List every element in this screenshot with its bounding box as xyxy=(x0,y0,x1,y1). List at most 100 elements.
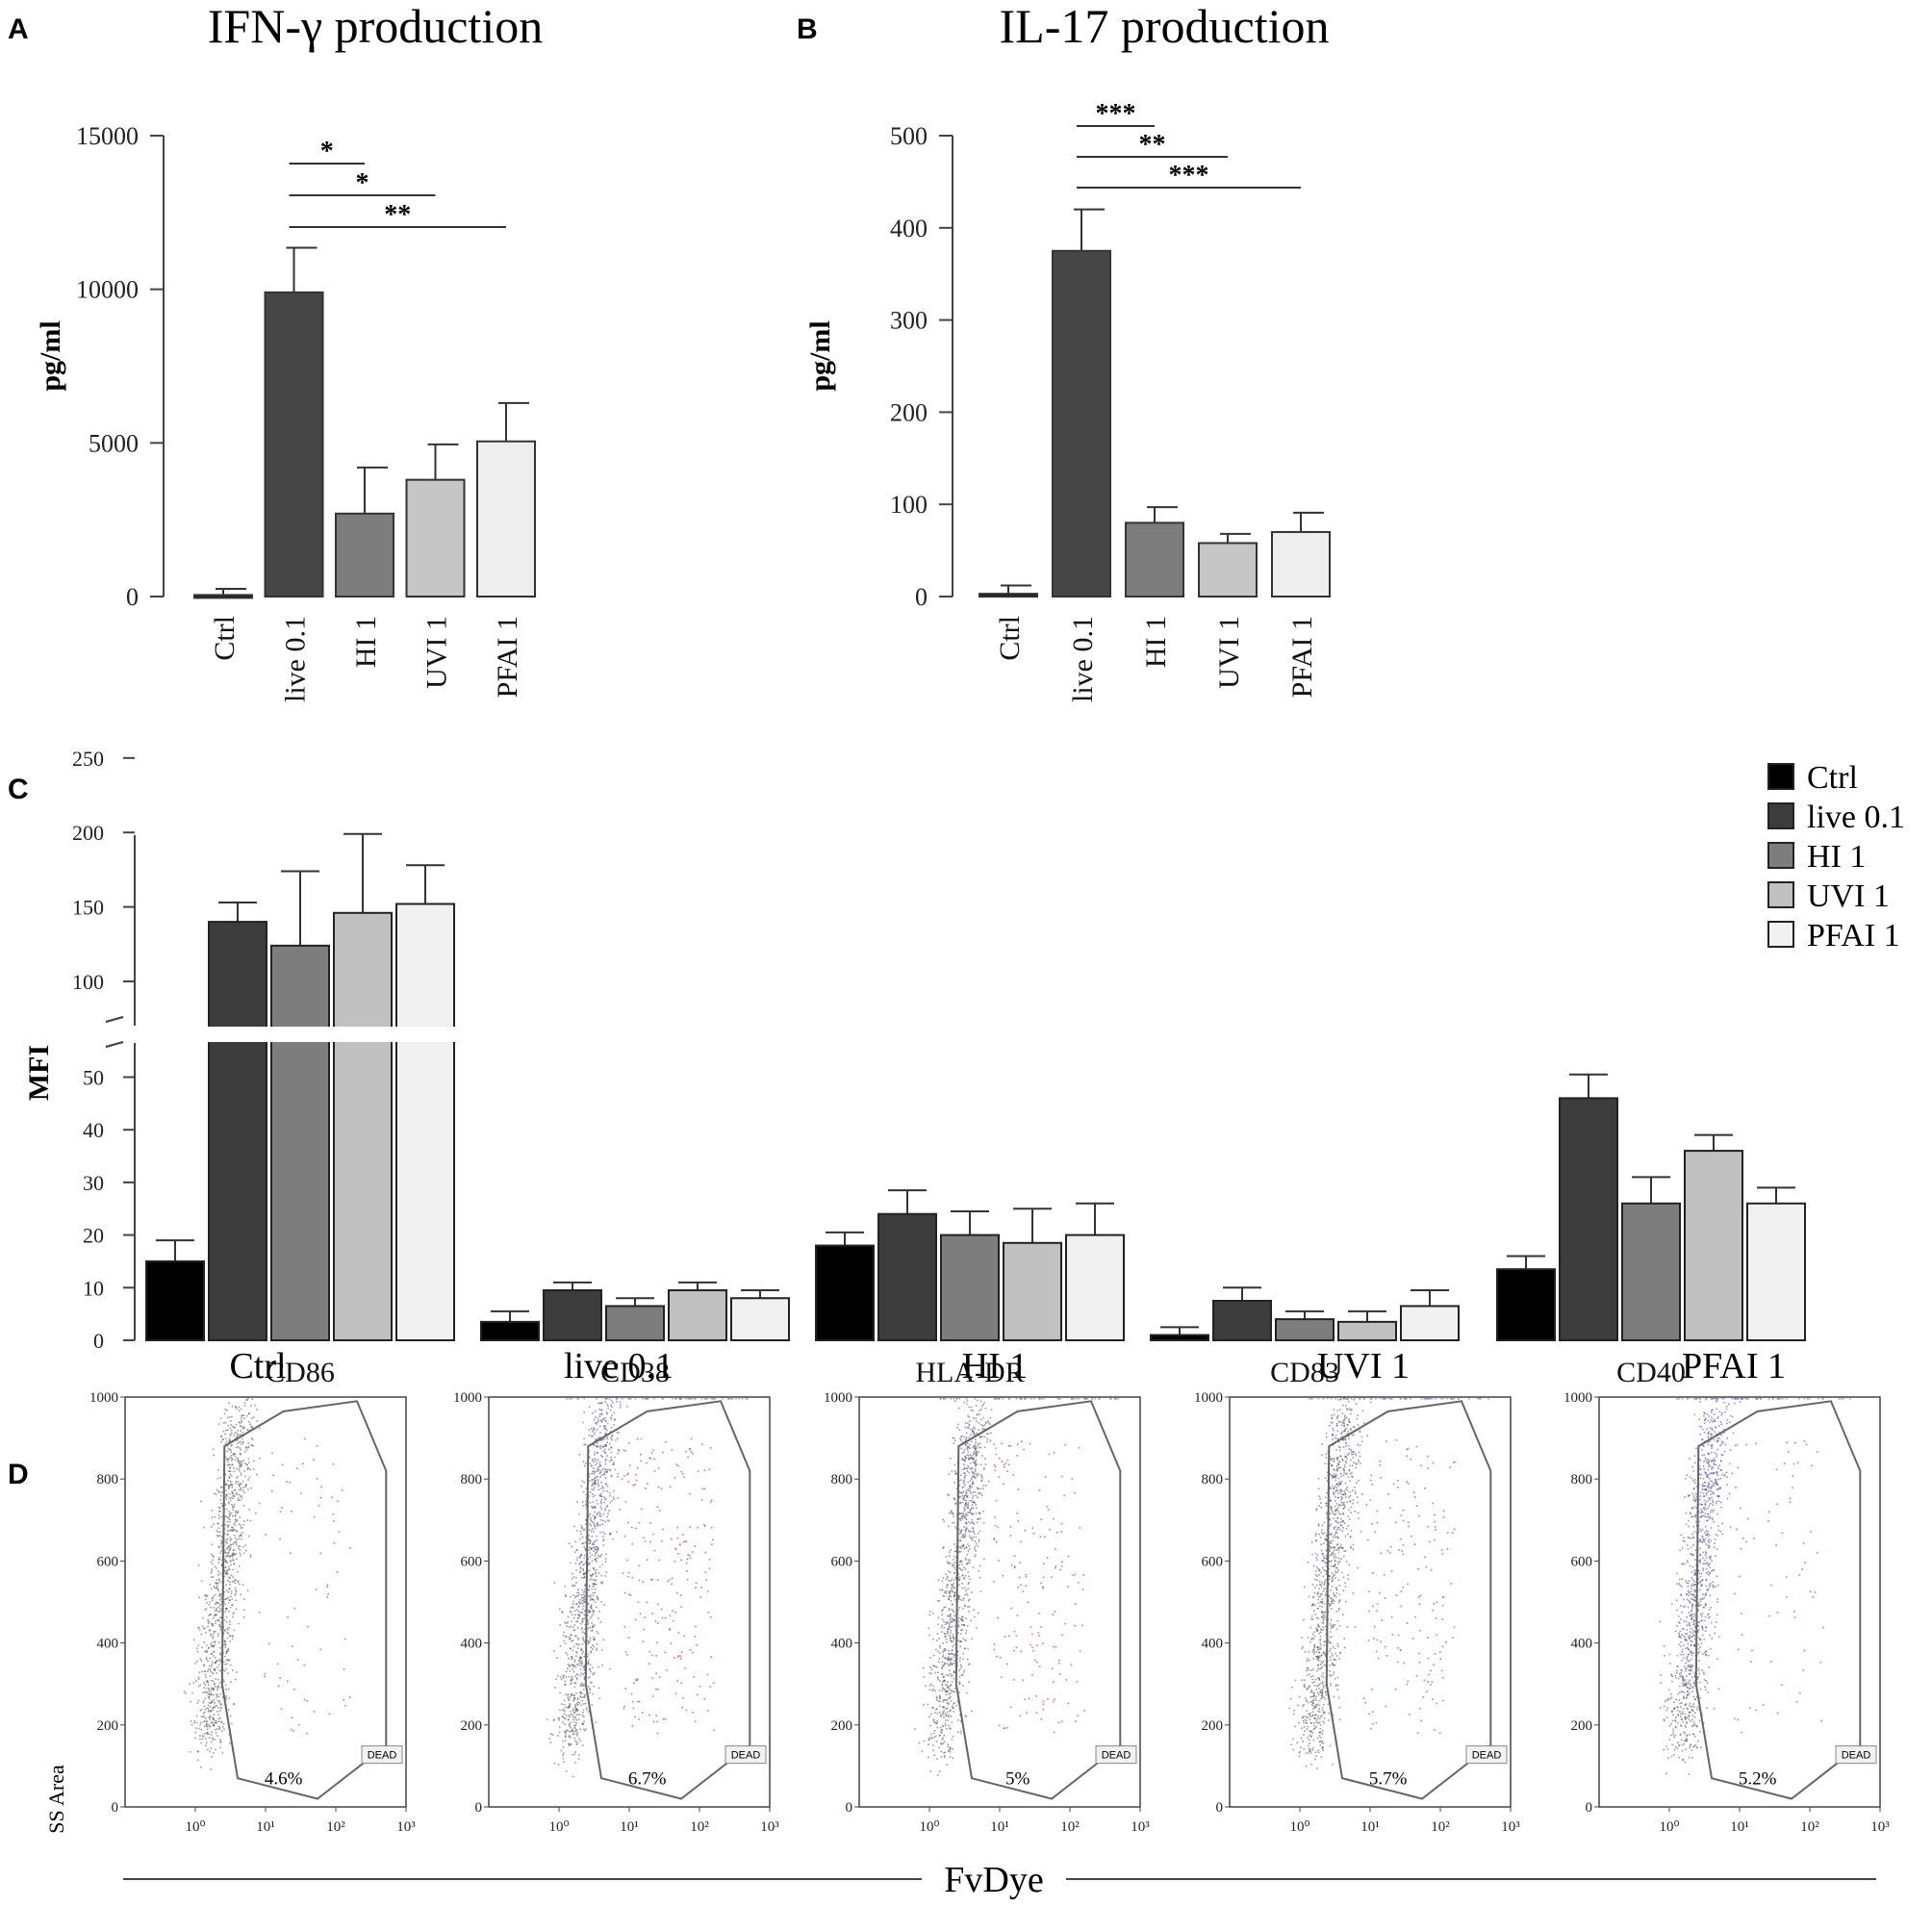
flow-event-dot xyxy=(605,1470,608,1472)
flow-event-dot xyxy=(672,1398,674,1400)
flow-dead-event-dot xyxy=(664,1616,667,1619)
flow-event-dot xyxy=(948,1473,950,1475)
flow-event-dot xyxy=(1320,1507,1322,1509)
flow-event-dot xyxy=(974,1462,977,1464)
flow-dead-event-dot xyxy=(710,1526,713,1529)
flow-event-dot xyxy=(573,1716,576,1718)
flow-event-dot xyxy=(1326,1480,1329,1482)
flow-event-dot xyxy=(1348,1418,1350,1420)
flow-event-dot xyxy=(562,1746,565,1748)
flow-event-dot xyxy=(1019,1398,1022,1400)
chart-b-category-label: UVI 1 xyxy=(1213,616,1245,689)
flow-event-dot xyxy=(957,1640,959,1641)
flow-event-dot xyxy=(225,1695,227,1697)
flow-event-dot xyxy=(572,1572,573,1575)
flow-event-dot xyxy=(954,1472,956,1475)
flow-event-dot xyxy=(981,1477,983,1479)
flow-event-dot xyxy=(963,1449,966,1451)
flow-event-dot xyxy=(1329,1665,1331,1666)
flow-event-dot xyxy=(952,1662,953,1665)
panel-b-ylabel: pg/ml xyxy=(804,320,836,391)
flow-event-dot xyxy=(1015,1398,1018,1400)
flow-event-dot xyxy=(1334,1553,1336,1555)
flow-event-dot xyxy=(1322,1680,1324,1683)
flow-event-dot xyxy=(574,1610,576,1612)
flow-event-dot xyxy=(583,1703,585,1705)
flow-event-dot xyxy=(1348,1436,1350,1437)
flow-event-dot xyxy=(581,1660,583,1663)
flow-event-dot xyxy=(208,1723,210,1726)
flow-event-dot xyxy=(1345,1405,1347,1407)
flow-event-dot xyxy=(582,1696,584,1698)
flow-event-dot xyxy=(1325,1570,1328,1572)
flow-event-dot xyxy=(214,1721,216,1724)
flow-event-dot xyxy=(1329,1550,1331,1552)
flow-event-dot xyxy=(960,1640,962,1642)
flow-event-dot xyxy=(578,1718,580,1720)
flow-event-dot xyxy=(584,1633,587,1635)
flow-event-dot xyxy=(599,1432,601,1434)
flow-event-dot xyxy=(938,1770,941,1772)
flow-dead-event-dot xyxy=(680,1651,683,1653)
flow-event-dot xyxy=(592,1673,595,1676)
flow-event-dot xyxy=(248,1412,250,1415)
flow-dead-event-dot xyxy=(695,1625,697,1628)
flow-event-dot xyxy=(583,1596,585,1599)
flow-event-dot xyxy=(965,1514,967,1516)
flow-event-dot xyxy=(575,1652,578,1654)
flow-event-dot xyxy=(1335,1475,1337,1478)
flow-event-dot xyxy=(598,1493,601,1496)
flow-dead-event-dot xyxy=(662,1528,664,1531)
flow-event-dot xyxy=(226,1416,229,1419)
flow-event-dot xyxy=(205,1658,208,1661)
flow-event-dot xyxy=(615,1439,617,1441)
flow-event-dot xyxy=(1002,1398,1004,1400)
chart-b-bar-pfai-1 xyxy=(1271,530,1331,598)
flow-event-dot xyxy=(957,1731,959,1733)
flow-event-dot xyxy=(219,1486,222,1488)
flow-event-dot xyxy=(219,1710,221,1712)
flow-event-dot xyxy=(596,1462,598,1464)
flow-event-dot xyxy=(583,1655,586,1658)
flow-event-dot xyxy=(211,1588,213,1590)
flow-event-dot xyxy=(1321,1612,1323,1614)
flow-dead-event-dot xyxy=(1046,1557,1049,1559)
flow-event-dot xyxy=(212,1707,214,1710)
flow-event-dot xyxy=(216,1585,218,1587)
flow-dead-event-dot xyxy=(265,1534,267,1536)
flow-event-dot xyxy=(932,1707,934,1709)
flow-dead-event-dot xyxy=(1003,1727,1005,1729)
flow-event-dot xyxy=(595,1606,597,1609)
flow-event-dot xyxy=(588,1594,590,1597)
flow-event-dot xyxy=(205,1594,208,1597)
flow-event-dot xyxy=(602,1418,605,1421)
flow-event-dot xyxy=(965,1629,968,1632)
flow-event-dot xyxy=(937,1616,940,1619)
flow-event-dot xyxy=(1312,1694,1315,1696)
flow-event-dot xyxy=(598,1461,601,1463)
flow-event-dot xyxy=(592,1626,594,1628)
flow-event-dot xyxy=(1329,1650,1331,1652)
flow-event-dot xyxy=(208,1688,210,1690)
flow-event-dot xyxy=(1309,1730,1311,1732)
flow-dead-event-dot xyxy=(711,1543,713,1545)
flow-event-dot xyxy=(230,1475,233,1477)
flow-event-dot xyxy=(217,1720,220,1722)
flow-event-dot xyxy=(1319,1668,1321,1670)
flow-event-dot xyxy=(973,1459,975,1462)
flow-event-dot xyxy=(220,1706,222,1709)
flow-dead-event-dot xyxy=(1016,1455,1018,1457)
flow-event-dot xyxy=(228,1548,231,1551)
flow-event-dot xyxy=(1314,1714,1316,1716)
flow-event-dot xyxy=(1309,1731,1311,1733)
flow-event-dot xyxy=(217,1664,220,1666)
flow-event-dot xyxy=(968,1529,970,1532)
flow-event-dot xyxy=(232,1568,234,1571)
flow-event-dot xyxy=(1318,1688,1320,1690)
flow-event-dot xyxy=(959,1568,962,1571)
flow-event-dot xyxy=(610,1416,612,1419)
flow-ytick-label: 600 xyxy=(1202,1554,1224,1569)
flow-event-dot xyxy=(584,1588,586,1590)
flow-event-dot xyxy=(1316,1593,1318,1595)
flow-event-dot xyxy=(1336,1489,1339,1491)
